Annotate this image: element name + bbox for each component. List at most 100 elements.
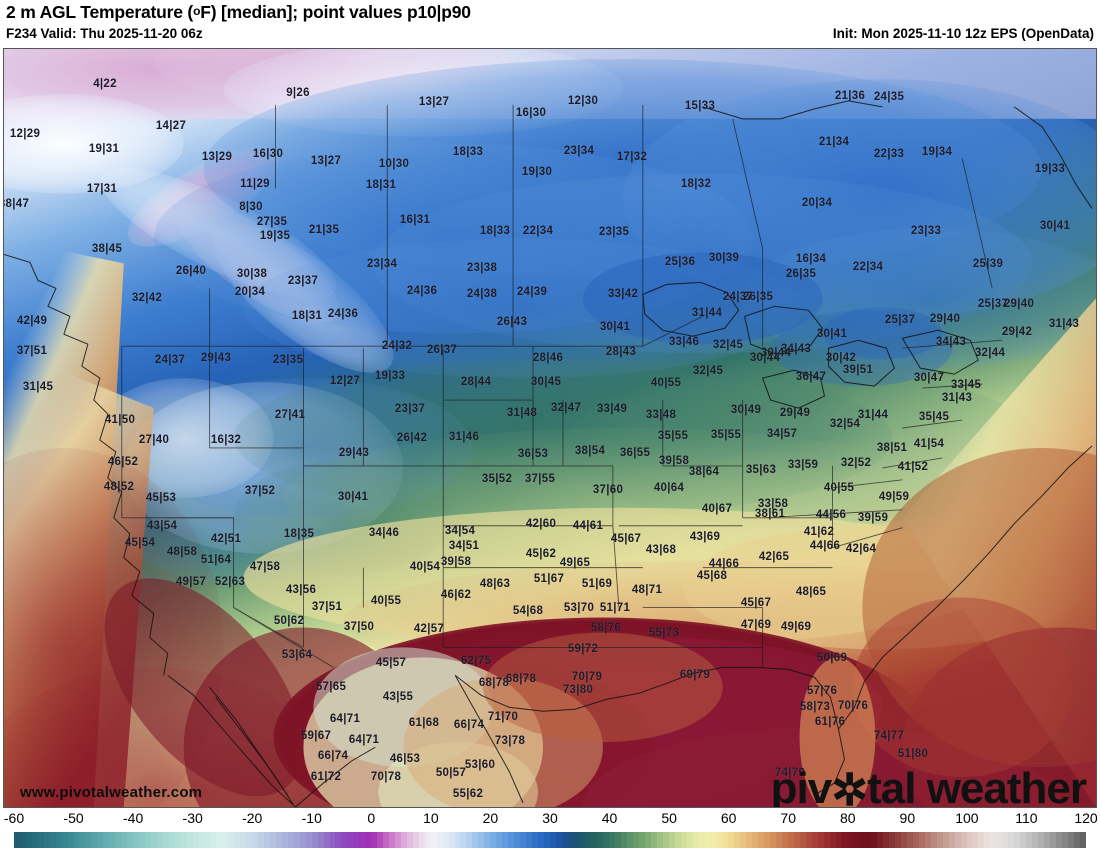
colorbar-swatch <box>490 832 497 848</box>
point-value-label: 19|34 <box>921 146 953 158</box>
point-value-label: 42|64 <box>845 543 877 555</box>
point-value-label: 64|71 <box>329 713 361 725</box>
point-value-label: 33|58 <box>757 498 789 510</box>
point-value-label: 24|35 <box>873 91 905 103</box>
point-value-label: 51|71 <box>599 602 631 614</box>
point-value-label: 16|32 <box>210 434 242 446</box>
point-value-label: 29|43 <box>338 447 370 459</box>
init-time-label: Init: Mon 2025-11-10 12z EPS (OpenData) <box>832 26 1094 41</box>
point-value-label: 40|54 <box>409 561 441 573</box>
colorbar-swatch <box>668 832 675 848</box>
point-value-label: 37|55 <box>524 473 556 485</box>
point-value-label: 40|67 <box>701 503 733 515</box>
colorbar-swatch <box>454 832 461 848</box>
colorbar-swatch <box>311 832 318 848</box>
point-value-label: 20|34 <box>234 286 266 298</box>
point-value-label: 66|74 <box>453 719 485 731</box>
colorbar-swatch <box>811 832 818 848</box>
colorbar-swatch <box>776 832 782 848</box>
point-value-label: 26|37 <box>426 344 458 356</box>
point-value-label: 12|29 <box>9 128 41 140</box>
point-value-label: 48|71 <box>631 584 663 596</box>
point-value-label: 45|53 <box>145 492 177 504</box>
point-value-label: 23|33 <box>910 225 942 237</box>
colorbar-swatch <box>906 832 913 848</box>
colorbar-swatch <box>680 832 687 848</box>
colorbar-swatch <box>448 832 455 848</box>
point-value-label: 51|80 <box>897 748 929 760</box>
colorbar-swatch <box>841 832 848 848</box>
title-main: 2 m AGL Temperature ( <box>6 2 194 22</box>
colorbar-swatch <box>1002 832 1009 848</box>
colorbar-swatch <box>365 832 372 848</box>
colorbar-legend[interactable]: -60 -50 -40 -30 -20 -10 0 10 20 30 40 50 60 70 80 90 100… <box>0 808 1100 850</box>
colorbar-swatch <box>222 832 229 848</box>
point-value-label: 35|45 <box>918 411 950 423</box>
point-value-label: 27|35 <box>256 216 288 228</box>
point-value-label: 30|44 <box>749 352 781 364</box>
gear-icon: ✲ <box>831 766 868 808</box>
colorbar-swatch <box>61 832 68 848</box>
point-value-label: 28|46 <box>532 352 564 364</box>
colorbar-swatch <box>901 832 907 848</box>
point-value-label: 46|52 <box>107 456 139 468</box>
colorbar-swatch <box>85 832 92 848</box>
colorbar-swatch <box>389 832 395 848</box>
colorbar-swatch <box>543 832 550 848</box>
colorbar-gradient[interactable] <box>14 832 1086 848</box>
colorbar-swatch <box>716 832 723 848</box>
point-value-label: 12|30 <box>567 95 599 107</box>
point-value-label: 54|68 <box>512 605 544 617</box>
colorbar-swatch <box>770 832 776 848</box>
point-value-label: 44|66 <box>708 558 740 570</box>
point-value-label: 29|43 <box>200 352 232 364</box>
point-value-label: 31|43 <box>1048 318 1080 330</box>
colorbar-tick: 50 <box>661 810 677 826</box>
point-value-label: 36|55 <box>619 447 651 459</box>
colorbar-swatch <box>400 832 407 848</box>
point-value-label: 45|54 <box>124 537 156 549</box>
point-value-label: 25|37 <box>884 314 916 326</box>
point-value-label: 31|45 <box>22 381 54 393</box>
colorbar-swatch <box>1020 832 1027 848</box>
point-value-label: 25|36 <box>664 256 696 268</box>
point-value-label: 11|29 <box>240 178 270 190</box>
colorbar-swatch <box>990 832 997 848</box>
point-value-label: 35|63 <box>745 464 777 476</box>
point-value-label: 24|36 <box>327 308 359 320</box>
brand-text-b: tal weather <box>867 764 1087 808</box>
point-value-label: 34|51 <box>448 540 480 552</box>
point-value-label: 13|29 <box>201 151 233 163</box>
colorbar-swatch <box>537 832 544 848</box>
colorbar-swatch <box>960 832 967 848</box>
colorbar-swatch <box>889 832 896 848</box>
colorbar-swatch <box>549 832 556 848</box>
colorbar-swatch <box>109 832 116 848</box>
point-value-label: 18|32 <box>680 178 712 190</box>
point-value-label: 22|33 <box>873 148 905 160</box>
colorbar-swatch <box>466 832 473 848</box>
point-value-label: 34|54 <box>444 525 476 537</box>
point-value-label: 21|35 <box>308 224 340 236</box>
colorbar-tick: 110 <box>1015 810 1038 826</box>
colorbar-swatch <box>579 832 586 848</box>
colorbar-swatch <box>293 832 300 848</box>
colorbar-swatch <box>758 832 765 848</box>
colorbar-swatch <box>240 832 247 848</box>
point-value-label: 68|78 <box>505 673 537 685</box>
colorbar-swatch <box>1037 832 1044 848</box>
point-value-label: 30|39 <box>708 252 740 264</box>
point-value-label: 47|58 <box>249 561 281 573</box>
point-value-label: 13|27 <box>418 96 450 108</box>
point-value-label: 32|42 <box>131 292 163 304</box>
colorbar-swatch <box>269 832 276 848</box>
point-value-label: 35|55 <box>710 429 742 441</box>
point-value-label: 49|69 <box>780 621 812 633</box>
colorbar-swatch <box>585 832 592 848</box>
colorbar-tick-labels: -60 -50 -40 -30 -20 -10 0 10 20 30 40 50 60 70 80 90 100… <box>0 808 1100 830</box>
colorbar-swatch <box>323 832 330 848</box>
colorbar-swatch <box>275 832 282 848</box>
map-viewport[interactable]: 4|22 9|26 12|29 14|27 13|27 16|30 12|30 15|33 21… <box>3 48 1097 808</box>
colorbar-swatch <box>43 832 50 848</box>
point-value-label: 51|67 <box>533 573 565 585</box>
